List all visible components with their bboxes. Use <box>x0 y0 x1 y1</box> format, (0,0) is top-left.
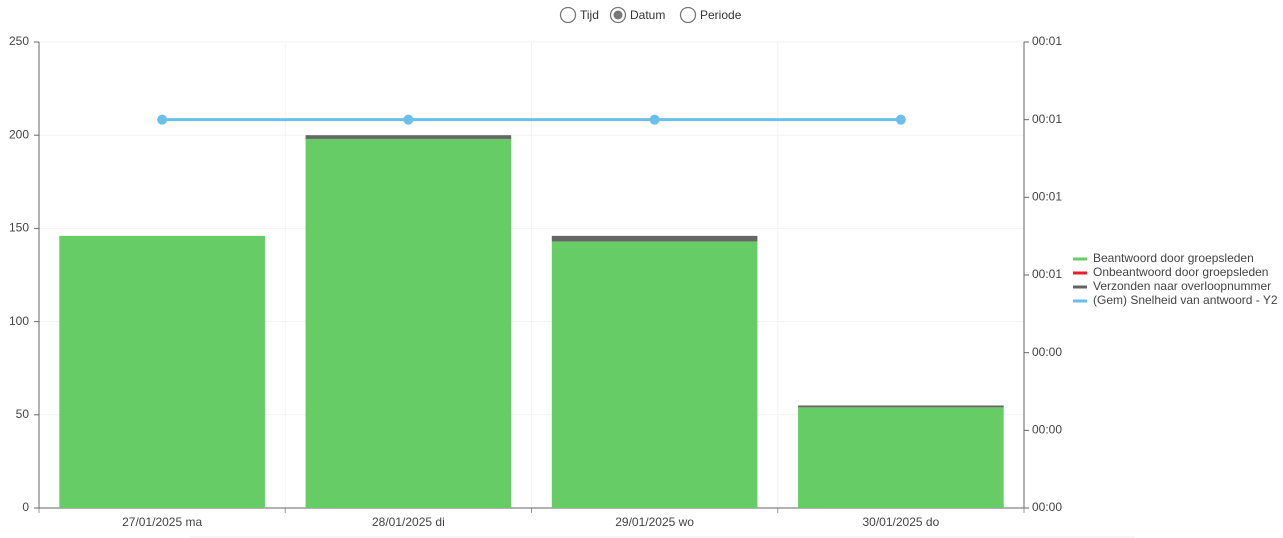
y-tick-label: 200 <box>9 127 29 141</box>
legend-swatch <box>1073 285 1087 289</box>
y2-tick-label: 00:01 <box>1032 190 1062 204</box>
x-tick-label: 29/01/2025 wo <box>615 515 694 529</box>
legend-swatch <box>1073 299 1087 303</box>
radio-button[interactable] <box>679 6 697 24</box>
y-tick-label: 150 <box>9 221 29 235</box>
legend-label: Verzonden naar overloopnummer <box>1093 279 1271 293</box>
legend-label: Beantwoord door groepsleden <box>1093 251 1254 265</box>
y2-tick-label: 00:00 <box>1032 423 1062 437</box>
radio-label[interactable]: Datum <box>630 8 665 22</box>
y-tick-label: 100 <box>9 314 29 328</box>
radio-label[interactable]: Periode <box>700 8 742 22</box>
y2-tick-label: 00:01 <box>1032 267 1062 281</box>
line-point <box>895 114 906 125</box>
legend-label: (Gem) Snelheid van antwoord - Y2 <box>1093 293 1278 307</box>
y-tick-label: 50 <box>16 407 30 421</box>
legend-swatch <box>1073 271 1087 275</box>
x-tick-label: 27/01/2025 ma <box>122 515 202 529</box>
x-tick-label: 28/01/2025 di <box>372 515 445 529</box>
bar-segment <box>798 407 1004 508</box>
bar-segment <box>798 405 1004 408</box>
y2-tick-label: 00:00 <box>1032 500 1062 514</box>
line-point <box>403 114 414 125</box>
legend-label: Onbeantwoord door groepsleden <box>1093 265 1268 279</box>
bar-segment <box>305 135 512 139</box>
bar-segment <box>59 235 265 508</box>
bar-segment <box>551 235 758 242</box>
y2-tick-label: 00:01 <box>1032 34 1062 48</box>
line-point <box>649 114 660 125</box>
y2-tick-label: 00:01 <box>1032 112 1062 126</box>
bar-segment <box>551 241 758 508</box>
radio-button[interactable] <box>559 6 577 24</box>
bar-segment <box>305 138 512 509</box>
radio-label[interactable]: Tijd <box>580 8 599 22</box>
x-tick-label: 30/01/2025 do <box>863 515 940 529</box>
y-tick-label: 250 <box>9 34 29 48</box>
line-point <box>157 114 168 125</box>
y2-tick-label: 00:00 <box>1032 345 1062 359</box>
y-tick-label: 0 <box>22 500 29 514</box>
radio-dot <box>613 10 623 20</box>
legend-swatch <box>1073 257 1087 261</box>
